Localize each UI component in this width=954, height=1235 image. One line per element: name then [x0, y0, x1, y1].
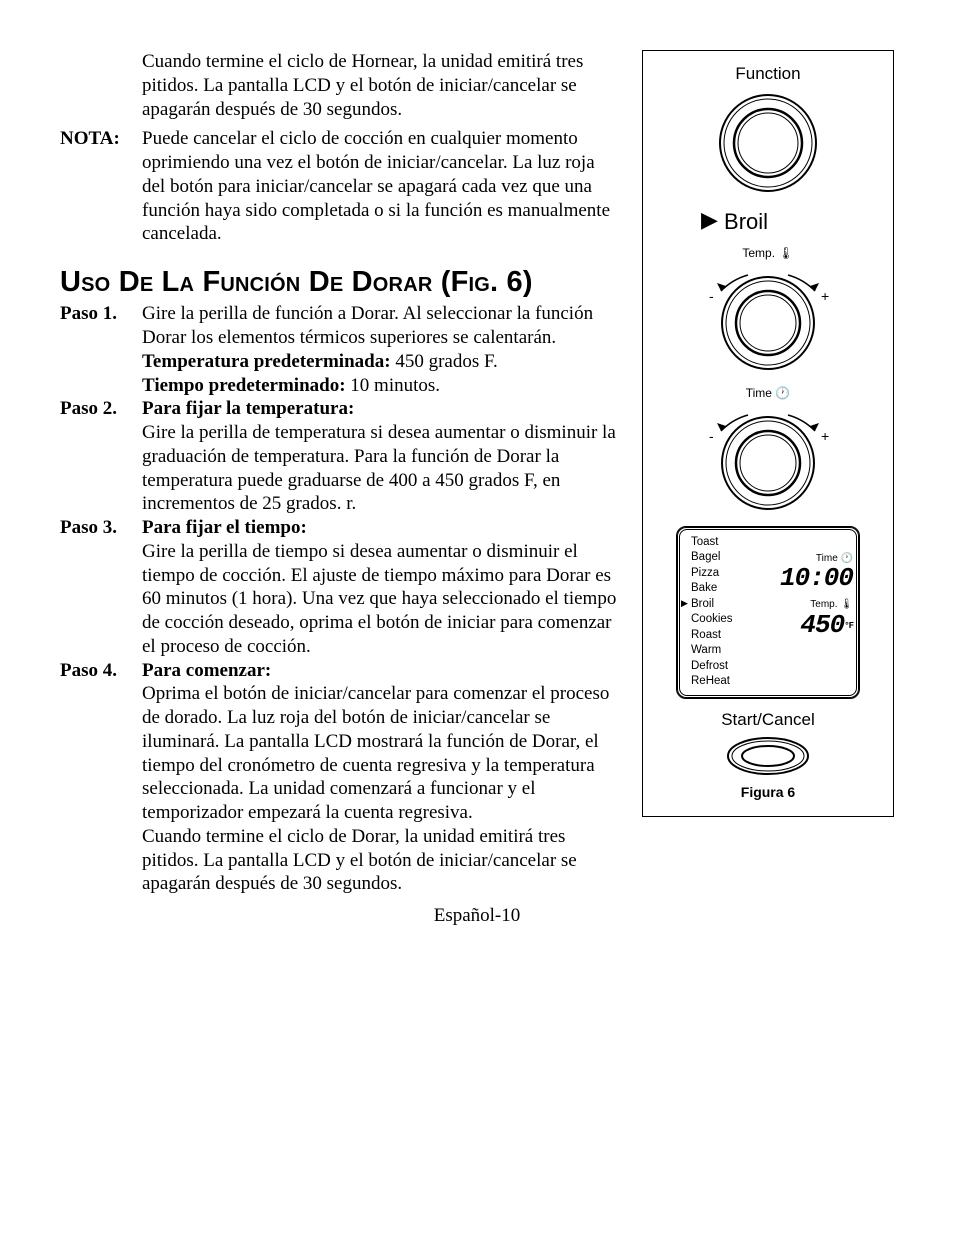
function-dial-icon [713, 88, 823, 198]
section-heading: Uso De La Función De Dorar (Fig. 6) [60, 264, 617, 300]
temp-dial-group: Temp. 🌡 - + [653, 246, 883, 376]
lcd-temp-label: Temp. [810, 599, 837, 610]
svg-text:+: + [821, 428, 829, 444]
time-label: Time 🕐 [653, 386, 883, 401]
lcd-function-item: ReHeat [683, 674, 743, 690]
lcd-function-item: Cookies [683, 612, 743, 628]
clock-icon: 🕐 [772, 386, 790, 400]
clock-icon: 🕐 [841, 553, 853, 564]
step-label: Paso 4. [60, 659, 142, 897]
step-label: Paso 2. [60, 397, 142, 516]
lcd-function-item: Bake [683, 581, 743, 597]
lcd-function-list: ToastBagelPizzaBakeBroilCookiesRoastWarm… [683, 535, 743, 690]
step-body: Gire la perilla de función a Dorar. Al s… [142, 302, 617, 397]
step-label: Paso 1. [60, 302, 142, 397]
svg-text:-: - [709, 428, 714, 444]
steps-list: Paso 1.Gire la perilla de función a Dora… [60, 302, 617, 896]
step: Paso 1.Gire la perilla de función a Dora… [60, 302, 617, 397]
thermometer-icon: 🌡 [840, 599, 853, 610]
page-number: Español-10 [60, 904, 894, 928]
nota-block: NOTA: Puede cancelar el ciclo de cocción… [60, 127, 617, 246]
start-cancel-button-icon [723, 734, 813, 778]
broil-indicator: ▶ Broil [653, 208, 883, 236]
step-body: Para fijar la temperatura:Gire la perill… [142, 397, 617, 516]
nota-label: NOTA: [60, 127, 142, 246]
temp-dial-icon: - + [693, 261, 843, 376]
step: Paso 2.Para fijar la temperatura:Gire la… [60, 397, 617, 516]
lcd-function-item: Broil [683, 597, 743, 613]
function-dial-group: Function [653, 63, 883, 198]
triangle-icon: ▶ [701, 206, 718, 234]
svg-text:-: - [709, 288, 714, 304]
step-body: Para fijar el tiempo:Gire la perilla de … [142, 516, 617, 659]
lcd-function-item: Bagel [683, 550, 743, 566]
time-dial-icon: - + [693, 401, 843, 516]
lcd-temp-value: 450°F [749, 612, 853, 638]
temp-label: Temp. 🌡 [653, 246, 883, 261]
lcd-function-item: Warm [683, 643, 743, 659]
lcd-function-item: Defrost [683, 659, 743, 675]
function-label: Function [653, 63, 883, 84]
figure-panel: Function ▶ Broil Temp. 🌡 - + [642, 50, 894, 817]
step: Paso 4.Para comenzar:Oprima el botón de … [60, 659, 617, 897]
nota-text: Puede cancelar el ciclo de cocción en cu… [142, 127, 617, 246]
lcd-function-item: Toast [683, 535, 743, 551]
start-cancel-label: Start/Cancel [653, 709, 883, 730]
broil-text: Broil [724, 209, 768, 234]
text-column: Cuando termine el ciclo de Hornear, la u… [60, 50, 622, 896]
lcd-display: ToastBagelPizzaBakeBroilCookiesRoastWarm… [676, 526, 860, 699]
intro-paragraph: Cuando termine el ciclo de Hornear, la u… [142, 50, 617, 121]
lcd-time-label: Time [816, 553, 838, 564]
thermometer-icon: 🌡 [775, 246, 794, 260]
figure-caption: Figura 6 [653, 784, 883, 802]
svg-text:+: + [821, 288, 829, 304]
step-label: Paso 3. [60, 516, 142, 659]
step-body: Para comenzar:Oprima el botón de iniciar… [142, 659, 617, 897]
step: Paso 3.Para fijar el tiempo:Gire la peri… [60, 516, 617, 659]
lcd-time-value: 10:00 [749, 565, 853, 591]
time-dial-group: Time 🕐 - + [653, 386, 883, 516]
lcd-function-item: Roast [683, 628, 743, 644]
lcd-function-item: Pizza [683, 566, 743, 582]
lcd-readout: Time 🕐 10:00 Temp. 🌡 450°F [749, 535, 853, 690]
